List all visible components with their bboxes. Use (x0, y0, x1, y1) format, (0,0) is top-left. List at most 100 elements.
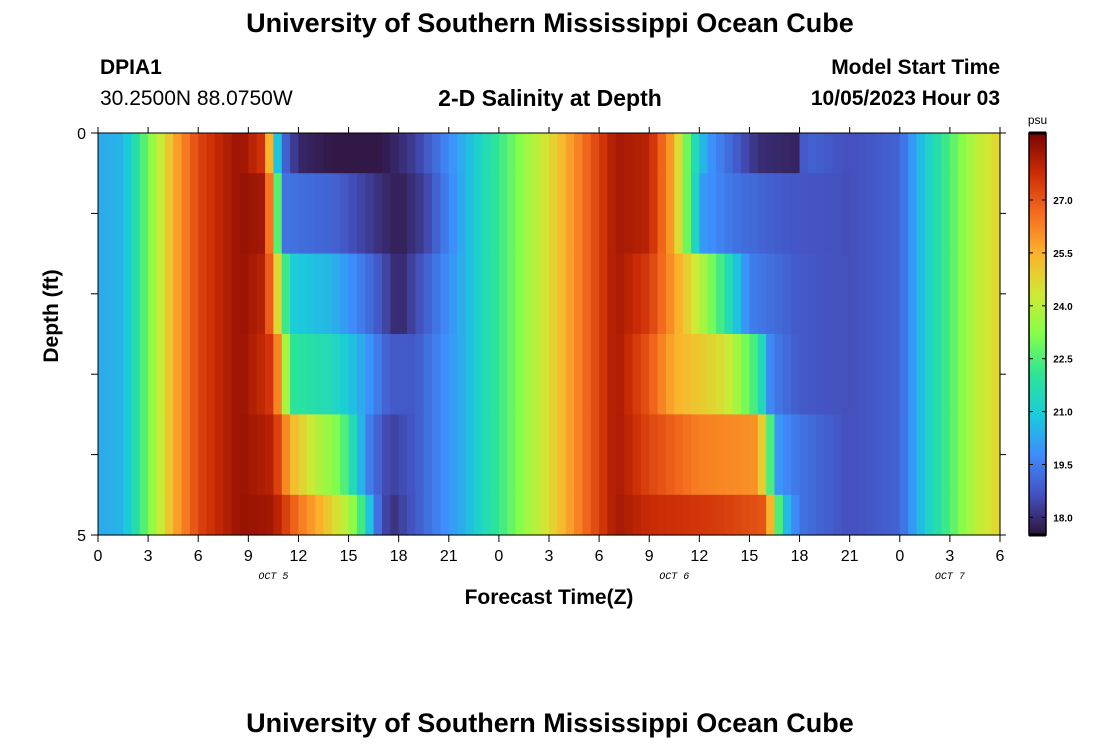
station-coordinates: 30.2500N 88.0750W (100, 87, 293, 110)
heatmap-cell (799, 494, 809, 536)
heatmap-cell (281, 414, 291, 496)
heatmap-cell (607, 133, 617, 174)
heatmap-cell (958, 494, 968, 536)
heatmap-cell (766, 253, 776, 335)
heatmap-cell (482, 133, 492, 174)
heatmap-cell (640, 133, 650, 174)
heatmap-cell (507, 253, 517, 335)
heatmap-cell (265, 133, 274, 174)
colorbar (1028, 132, 1047, 536)
heatmap-cell (874, 334, 884, 415)
heatmap-cell (991, 494, 1001, 536)
x-tick-label: 3 (945, 548, 954, 565)
x-tick-label: 0 (895, 548, 904, 565)
heatmap-cell (323, 253, 333, 335)
heatmap-cell (482, 414, 492, 496)
heatmap-cell (306, 173, 316, 255)
heatmap-cell (164, 133, 174, 174)
x-tick-label: 9 (244, 548, 253, 565)
heatmap-cell (841, 334, 851, 415)
heatmap-cell (941, 173, 951, 255)
heatmap-cell (315, 414, 325, 496)
heatmap-cell (766, 133, 776, 174)
heatmap-cell (741, 173, 751, 255)
heatmap-cell (824, 253, 834, 335)
heatmap-cell (365, 414, 375, 496)
heatmap-cell (866, 173, 876, 255)
heatmap-cell (874, 133, 884, 174)
heatmap-cell (774, 414, 784, 496)
x-tick-label: 6 (595, 548, 604, 565)
heatmap-cell (866, 414, 876, 496)
heatmap-cell (757, 414, 767, 496)
heatmap-cell (891, 173, 901, 255)
page-title: University of Southern Mississippi Ocean… (246, 8, 854, 38)
heatmap-cell (490, 414, 500, 496)
heatmap-cell (866, 253, 876, 335)
heatmap-cell (665, 414, 675, 496)
heatmap-cell (223, 334, 233, 415)
heatmap-cell (98, 494, 107, 536)
heatmap-cell (139, 334, 149, 415)
heatmap-cell (465, 334, 475, 415)
heatmap-cell (239, 253, 249, 335)
heatmap-cell (448, 133, 458, 174)
heatmap-cell (832, 494, 842, 536)
heatmap-cell (423, 494, 433, 536)
heatmap-cell (290, 494, 300, 536)
heatmap-cell (615, 133, 625, 174)
heatmap-cell (448, 334, 458, 415)
heatmap-cell (716, 253, 725, 335)
heatmap-cell (106, 173, 116, 255)
heatmap-cell (281, 494, 291, 536)
heatmap-cell (632, 133, 642, 174)
heatmap-cell (791, 173, 801, 255)
heatmap-cell (348, 133, 358, 174)
heatmap-cell (816, 253, 826, 335)
heatmap-cell (340, 414, 350, 496)
heatmap-cell (206, 133, 216, 174)
heatmap-cell (540, 253, 550, 335)
heatmap-cell (607, 253, 617, 335)
heatmap-cell (482, 334, 492, 415)
heatmap-cell (507, 414, 517, 496)
heatmap-cell (690, 173, 700, 255)
heatmap-cell (657, 253, 667, 335)
heatmap-cell (106, 494, 116, 536)
y-tick-label: 5 (77, 528, 86, 545)
heatmap-cell (114, 173, 124, 255)
heatmap-cell (707, 334, 717, 415)
heatmap-cell (523, 334, 533, 415)
heatmap-cell (791, 334, 801, 415)
heatmap-cell (498, 133, 508, 174)
heatmap-cell (189, 253, 199, 335)
heatmap-cell (690, 133, 700, 174)
heatmap-cell (273, 133, 283, 174)
heatmap-cell (331, 173, 341, 255)
heatmap-cell (373, 414, 383, 496)
heatmap-cell (649, 334, 659, 415)
heatmap-cell (381, 133, 391, 174)
heatmap-cell (415, 133, 425, 174)
heatmap-cell (599, 253, 609, 335)
heatmap-cell (599, 173, 609, 255)
heatmap-cell (858, 414, 867, 496)
heatmap-cell (966, 494, 976, 536)
heatmap-cell (515, 253, 525, 335)
heatmap-cell (574, 133, 584, 174)
heatmap-cell (248, 334, 258, 415)
heatmap-cell (532, 173, 542, 255)
heatmap-cell (615, 253, 625, 335)
heatmap-cell (457, 253, 467, 335)
heatmap-cell (974, 494, 984, 536)
heatmap-cell (173, 253, 183, 335)
heatmap-cell (941, 133, 951, 174)
heatmap-cell (749, 414, 759, 496)
heatmap-cell (991, 133, 1001, 174)
heatmap-cell (749, 133, 759, 174)
heatmap-cell (298, 494, 308, 536)
heatmap-cell (457, 133, 467, 174)
heatmap-cell (699, 173, 709, 255)
heatmap-cell (298, 414, 308, 496)
